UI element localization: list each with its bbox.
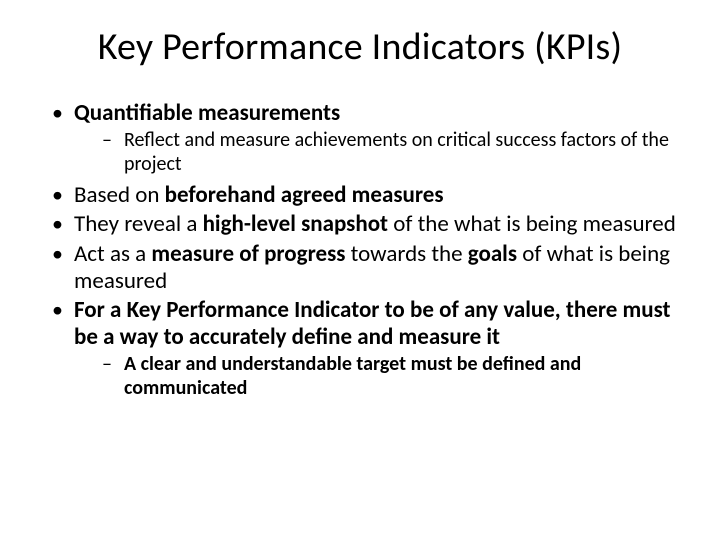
bullet-1-sub-1-text: Reflect and measure achievements on crit… bbox=[124, 128, 669, 176]
bullet-3-post: of the what is being measured bbox=[393, 210, 676, 238]
bullet-1-text: Quantifiable measurements bbox=[74, 99, 340, 127]
bullet-5-sub-1-text: A clear and understandable target must b… bbox=[124, 352, 581, 400]
bullet-1: Quantifiable measurements Reflect and me… bbox=[48, 100, 680, 176]
bullet-4-bold2: goals bbox=[468, 240, 522, 268]
bullet-5-sublist: A clear and understandable target must b… bbox=[74, 353, 680, 400]
bullet-4: Act as a measure of progress towards the… bbox=[48, 241, 680, 295]
slide-title: Key Performance Indicators (KPIs) bbox=[40, 24, 680, 70]
bullet-3-bold: high-level snapshot bbox=[203, 210, 394, 238]
bullet-list: Quantifiable measurements Reflect and me… bbox=[40, 100, 680, 400]
bullet-1-sublist: Reflect and measure achievements on crit… bbox=[74, 129, 680, 176]
bullet-5-text: For a Key Performance Indicator to be of… bbox=[74, 296, 670, 351]
bullet-3-pre: They reveal a bbox=[74, 210, 203, 238]
bullet-4-pre: Act as a bbox=[74, 240, 151, 268]
bullet-4-mid: towards the bbox=[351, 240, 468, 268]
bullet-1-sub-1: Reflect and measure achievements on crit… bbox=[102, 129, 680, 176]
bullet-2-bold: beforehand agreed measures bbox=[165, 181, 444, 209]
bullet-5: For a Key Performance Indicator to be of… bbox=[48, 297, 680, 400]
bullet-2-pre: Based on bbox=[74, 181, 165, 209]
slide: Key Performance Indicators (KPIs) Quanti… bbox=[0, 0, 720, 540]
bullet-5-sub-1: A clear and understandable target must b… bbox=[102, 353, 680, 400]
bullet-4-bold1: measure of progress bbox=[151, 240, 350, 268]
bullet-2: Based on beforehand agreed measures bbox=[48, 182, 680, 209]
bullet-3: They reveal a high-level snapshot of the… bbox=[48, 211, 680, 238]
